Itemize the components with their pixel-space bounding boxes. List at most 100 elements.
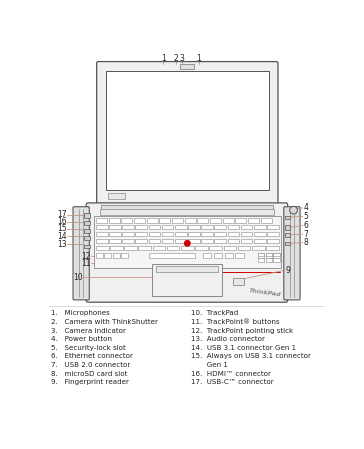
Bar	[185, 218, 196, 223]
Bar	[258, 253, 264, 258]
Text: 1.   Microphones: 1. Microphones	[51, 310, 110, 316]
Bar	[188, 232, 200, 236]
Bar	[134, 218, 145, 223]
FancyBboxPatch shape	[284, 207, 300, 300]
Bar	[124, 246, 137, 250]
Bar	[149, 253, 195, 258]
Text: 9: 9	[286, 266, 290, 275]
Bar	[267, 225, 279, 229]
Bar	[109, 232, 121, 236]
Text: 13.  Audio connector: 13. Audio connector	[191, 336, 265, 342]
Text: 16: 16	[57, 217, 66, 226]
Bar	[241, 225, 252, 229]
Bar	[109, 225, 121, 229]
Bar	[107, 193, 124, 198]
Bar	[266, 258, 272, 262]
Bar	[252, 246, 265, 250]
Bar	[254, 225, 266, 229]
Bar	[254, 239, 266, 243]
Bar	[96, 246, 108, 250]
Bar	[135, 239, 147, 243]
Bar	[235, 218, 246, 223]
Text: 3: 3	[179, 54, 184, 63]
Bar	[135, 225, 147, 229]
Text: 7.   USB 2.0 connector: 7. USB 2.0 connector	[51, 362, 130, 368]
Circle shape	[290, 207, 297, 214]
Bar	[162, 225, 173, 229]
Text: 17: 17	[57, 210, 66, 219]
Text: 9.   Fingerprint reader: 9. Fingerprint reader	[51, 379, 129, 385]
Bar	[156, 266, 218, 272]
Text: 15: 15	[57, 224, 66, 233]
Bar	[266, 252, 272, 256]
Bar	[181, 246, 194, 250]
Bar	[210, 218, 221, 223]
Bar	[285, 225, 290, 230]
Text: 11: 11	[81, 259, 90, 268]
Bar	[159, 218, 170, 223]
Bar	[109, 239, 121, 243]
Bar	[267, 239, 279, 243]
Bar	[228, 225, 239, 229]
Text: 5: 5	[304, 212, 308, 221]
Bar	[94, 216, 281, 268]
Bar	[96, 232, 107, 236]
Bar	[261, 218, 272, 223]
Bar	[84, 245, 90, 248]
Bar	[258, 252, 264, 256]
Bar	[96, 239, 107, 243]
Bar	[135, 232, 147, 236]
Bar	[153, 264, 222, 296]
Bar	[153, 246, 165, 250]
Bar	[241, 232, 252, 236]
Bar	[149, 232, 160, 236]
Text: 8.   microSD card slot: 8. microSD card slot	[51, 371, 127, 377]
Bar	[96, 225, 107, 229]
Bar	[214, 239, 226, 243]
Bar	[203, 253, 211, 258]
Bar	[84, 236, 90, 240]
Bar	[188, 239, 200, 243]
Bar	[96, 253, 103, 258]
Bar	[96, 218, 107, 223]
Bar	[84, 213, 90, 218]
Bar	[113, 253, 120, 258]
Bar	[180, 64, 194, 69]
FancyBboxPatch shape	[73, 207, 89, 300]
Text: 11.  TrackPoint® buttons: 11. TrackPoint® buttons	[191, 319, 280, 325]
Bar	[104, 253, 111, 258]
FancyBboxPatch shape	[86, 203, 288, 302]
Bar	[214, 225, 226, 229]
Text: 15.  Always on USB 3.1 connector: 15. Always on USB 3.1 connector	[191, 353, 311, 359]
Text: 2: 2	[173, 54, 178, 63]
Bar	[84, 229, 90, 233]
Bar	[101, 205, 273, 211]
Text: 1: 1	[161, 54, 166, 63]
Bar	[149, 225, 160, 229]
Bar	[254, 232, 266, 236]
Text: 4.   Power button: 4. Power button	[51, 336, 112, 342]
Text: 5.   Security-lock slot: 5. Security-lock slot	[51, 345, 126, 351]
Bar	[285, 242, 290, 245]
Bar	[214, 253, 222, 258]
Bar	[122, 225, 134, 229]
Bar	[209, 246, 222, 250]
Text: 14: 14	[57, 232, 66, 241]
Bar	[238, 246, 250, 250]
Bar	[201, 239, 213, 243]
Bar	[84, 221, 90, 225]
Text: 6: 6	[304, 221, 308, 230]
Bar	[236, 253, 244, 258]
Bar	[100, 209, 274, 215]
Bar	[233, 278, 244, 285]
Bar	[167, 246, 179, 250]
Bar	[285, 216, 290, 220]
Text: 1: 1	[197, 54, 201, 63]
Bar	[273, 258, 280, 262]
Bar	[241, 239, 252, 243]
Bar	[122, 232, 134, 236]
Bar	[175, 232, 187, 236]
Bar	[175, 239, 187, 243]
Bar	[248, 218, 259, 223]
Bar	[201, 225, 213, 229]
